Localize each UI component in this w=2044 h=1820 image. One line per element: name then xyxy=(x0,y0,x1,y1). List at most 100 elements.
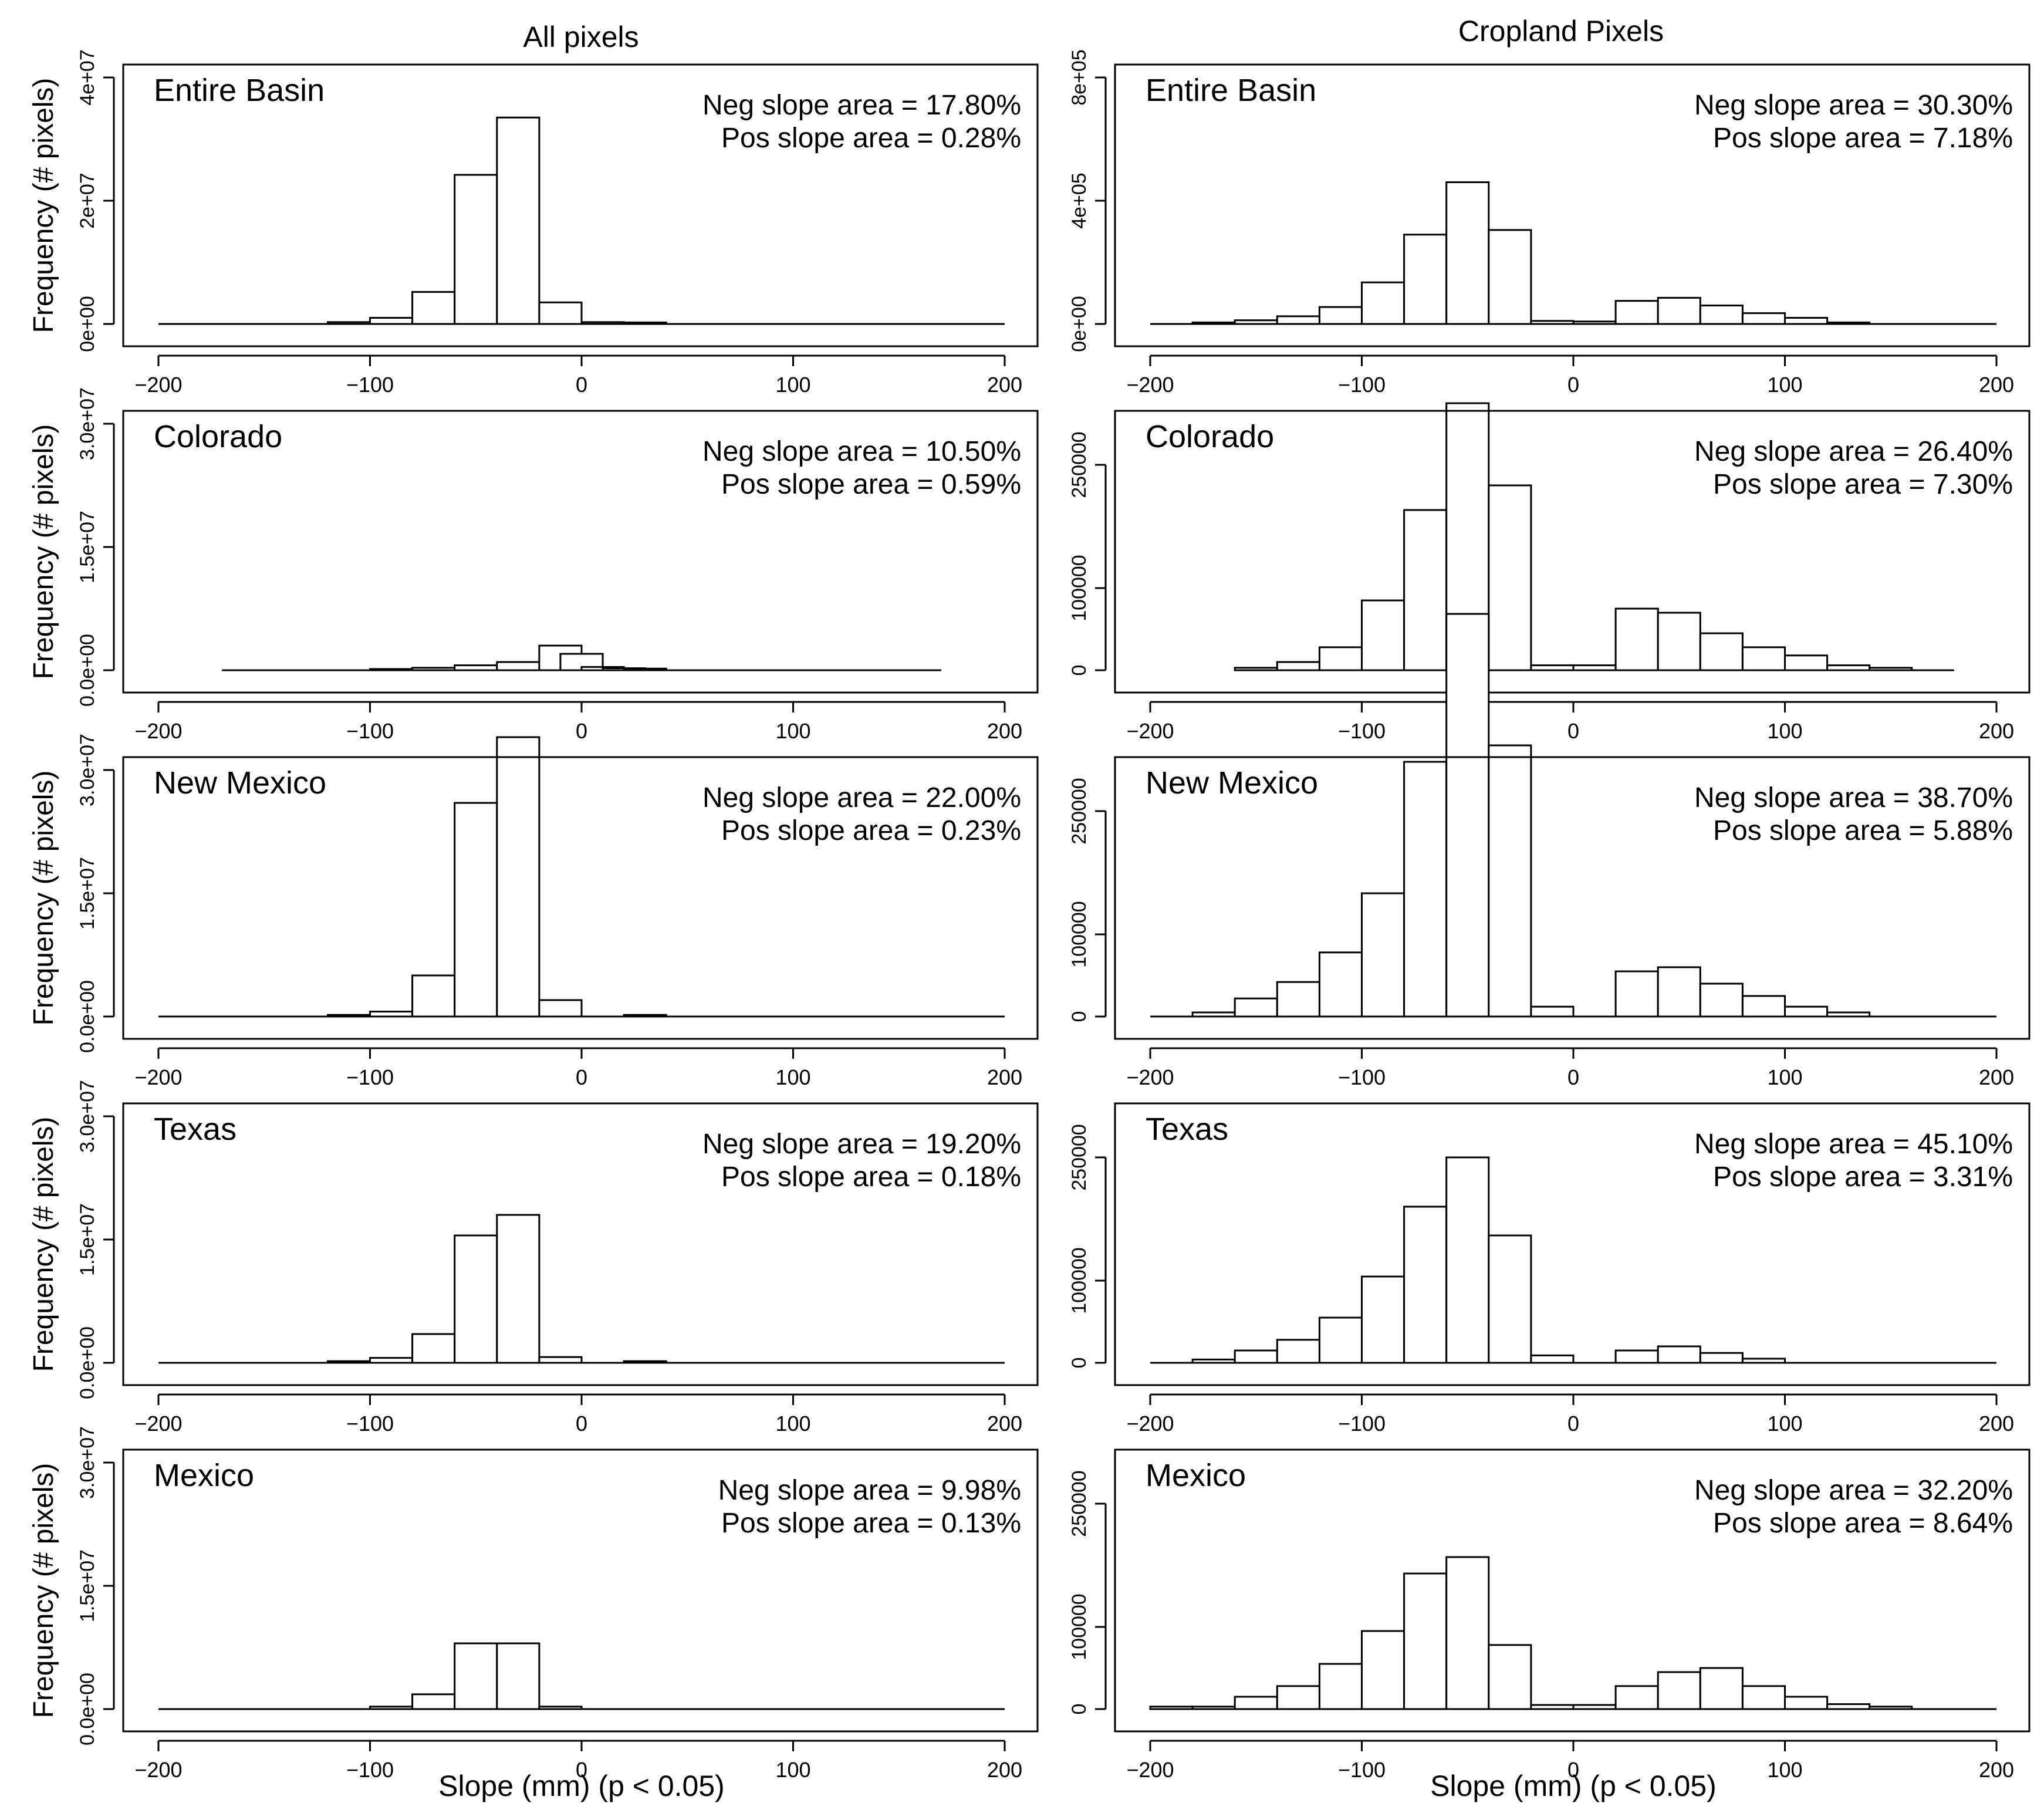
histogram-bar xyxy=(1403,509,1448,671)
pos-slope-annotation: Pos slope area = 0.28% xyxy=(721,123,1021,154)
histogram-bar xyxy=(1784,1005,1829,1018)
panel-crop-texas: −200 −100 0 100 200 0 100000 250000 Texas Neg slo… xyxy=(1068,1102,2031,1436)
y-tick-label: 3.0e+07 xyxy=(76,1080,99,1153)
x-tick-label: 100 xyxy=(1767,719,1802,743)
y-tick-label: 0e+00 xyxy=(1068,296,1090,352)
histogram-bar xyxy=(1318,951,1363,1018)
x-tick-label: 200 xyxy=(1979,373,2014,397)
histogram-bar xyxy=(1318,306,1363,325)
histogram-bar xyxy=(1361,1630,1406,1710)
panel-title: Colorado xyxy=(154,419,282,454)
histogram-bar xyxy=(1530,1354,1575,1364)
x-tick-label: 0 xyxy=(1567,719,1579,743)
histogram-bar xyxy=(1234,1349,1278,1364)
y-tick-label: 0 xyxy=(1068,665,1090,676)
histogram-bar xyxy=(1361,599,1406,671)
histogram-bar xyxy=(1741,646,1786,671)
x-tick-label: 200 xyxy=(1979,719,2014,743)
histogram-bar xyxy=(1614,300,1659,325)
x-tick-label: 200 xyxy=(987,1758,1022,1782)
x-tick-label: −100 xyxy=(1338,373,1386,397)
histogram-bar xyxy=(1657,296,1701,325)
y-tick-label: 2e+07 xyxy=(76,173,99,229)
x-tick-label: 100 xyxy=(775,373,810,397)
histogram-bar xyxy=(1741,1685,1786,1710)
x-tick-label: 0 xyxy=(576,373,587,397)
y-tick-label: 4e+05 xyxy=(1068,173,1090,229)
histogram-bar xyxy=(1784,317,1829,325)
y-tick-label: 100000 xyxy=(1068,555,1090,621)
neg-slope-annotation: Neg slope area = 9.98% xyxy=(718,1475,1021,1506)
histogram-bar xyxy=(1403,761,1448,1018)
y-tick-label: 0.0e+00 xyxy=(76,1326,99,1399)
histogram-bar xyxy=(1445,1156,1490,1364)
histogram-bar xyxy=(411,291,456,325)
y-tick-label: 0 xyxy=(1068,1011,1090,1022)
histogram-bar xyxy=(454,802,498,1018)
neg-slope-annotation: Neg slope area = 26.40% xyxy=(1694,436,2013,467)
histogram-bar xyxy=(1403,1572,1448,1710)
histogram-bar xyxy=(1276,315,1320,325)
y-axis-label: Frequency (# pixels) xyxy=(28,771,59,1026)
y-tick-label: 3.0e+07 xyxy=(76,734,99,806)
x-tick-label: −100 xyxy=(346,1412,394,1436)
y-tick-label: 3.0e+07 xyxy=(76,1426,99,1499)
histogram-bar xyxy=(1276,981,1320,1018)
x-tick-label: 200 xyxy=(987,373,1022,397)
histogram-bar xyxy=(1741,995,1786,1018)
histogram-bar xyxy=(1445,181,1490,325)
histogram-bar xyxy=(1361,281,1406,325)
histogram-bar xyxy=(454,174,498,325)
x-tick-label: 0 xyxy=(1567,1065,1579,1089)
histogram-bar xyxy=(1488,484,1532,671)
pos-slope-annotation: Pos slope area = 0.59% xyxy=(721,469,1021,500)
x-tick-label: −200 xyxy=(134,373,182,397)
y-tick-label: 0 xyxy=(1068,1358,1090,1369)
y-tick-label: 250000 xyxy=(1068,1124,1090,1190)
histogram-bar xyxy=(411,1333,456,1364)
histogram-bar xyxy=(1403,234,1448,325)
x-tick-label: −100 xyxy=(1338,1412,1386,1436)
panel-crop-entire-basin: −200 −100 0 100 200 0e+00 4e+05 8e+05 Entire Bas… xyxy=(1068,49,2031,397)
y-tick-label: 250000 xyxy=(1068,431,1090,498)
panel-title: Mexico xyxy=(1146,1458,1246,1493)
x-tick-label: 100 xyxy=(775,1065,810,1089)
panel-all-texas: −200 −100 0 100 200 0.0e+00 1.5e+07 3.0e+07 Freq… xyxy=(28,1080,1039,1436)
neg-slope-annotation: Neg slope area = 38.70% xyxy=(1694,782,2013,813)
x-tick-label: 200 xyxy=(1979,1758,2014,1782)
x-tick-label: −100 xyxy=(346,1758,394,1782)
x-tick-label: −200 xyxy=(134,1412,182,1436)
x-tick-label: 200 xyxy=(1979,1065,2014,1089)
histogram-bar xyxy=(1445,1556,1490,1710)
panel-title: New Mexico xyxy=(154,765,326,801)
panel-crop-colorado: −200 −100 0 100 200 0 100000 250000 Colorado Neg … xyxy=(1068,402,2031,743)
panel-all-entire-basin: −200 −100 0 100 200 0e+00 2e+07 4e+07 Frequency … xyxy=(28,49,1039,397)
histogram-bar xyxy=(1699,632,1744,671)
histogram-bar xyxy=(1488,229,1532,325)
x-tick-label: 200 xyxy=(1979,1412,2014,1436)
plot-frame xyxy=(122,410,1039,694)
histogram-bar xyxy=(496,116,540,325)
plot-frame xyxy=(1114,410,2031,694)
histogram-bar xyxy=(538,301,583,325)
y-tick-label: 8e+05 xyxy=(1068,49,1090,106)
histogram-bar xyxy=(1530,1005,1575,1018)
pos-slope-annotation: Pos slope area = 0.18% xyxy=(721,1161,1021,1193)
histogram-bar xyxy=(454,1642,498,1710)
neg-slope-annotation: Neg slope area = 17.80% xyxy=(702,90,1021,121)
histogram-bar xyxy=(1657,1671,1701,1710)
x-tick-label: 100 xyxy=(1767,1065,1802,1089)
histogram-bar xyxy=(1488,1234,1532,1364)
plot-frame xyxy=(122,1448,1039,1733)
x-tick-label: 200 xyxy=(987,1065,1022,1089)
column-title-all-pixels: All pixels xyxy=(523,21,638,53)
x-tick-label: −100 xyxy=(346,373,394,397)
y-tick-label: 100000 xyxy=(1068,1593,1090,1660)
y-tick-label: 1.5e+07 xyxy=(76,857,99,930)
x-tick-label: −100 xyxy=(346,1065,394,1089)
panels: −200 −100 0 100 200 0e+00 2e+07 4e+07 Frequency … xyxy=(28,49,2031,1802)
x-tick-label: 0 xyxy=(1567,373,1579,397)
histogram-bar xyxy=(1699,1352,1744,1364)
panel-crop-new-mexico: −200 −100 0 100 200 0 100000 250000 New Mexico Ne… xyxy=(1068,613,2031,1089)
histogram-bar xyxy=(538,999,583,1018)
